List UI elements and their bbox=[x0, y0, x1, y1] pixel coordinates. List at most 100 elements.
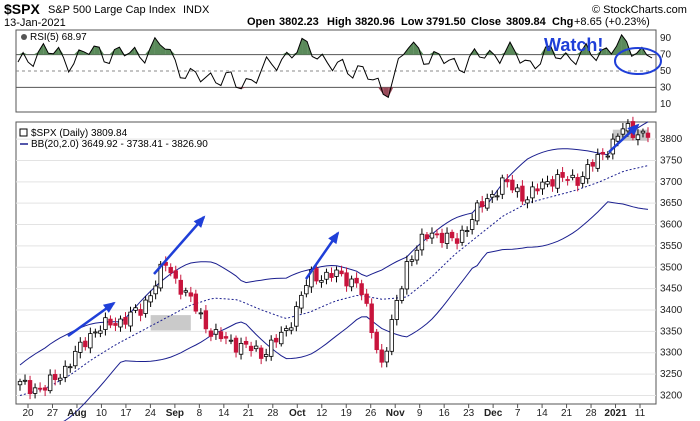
candle-body bbox=[98, 330, 103, 334]
candle-body bbox=[635, 134, 641, 140]
candle-body bbox=[268, 339, 274, 357]
candle-body bbox=[128, 311, 133, 327]
x-tick-label: 28 bbox=[267, 408, 279, 419]
candle-body bbox=[258, 347, 264, 359]
bb-lower-band bbox=[63, 201, 649, 421]
rsi-overbought-fill bbox=[33, 51, 39, 55]
x-tick-label: 19 bbox=[341, 408, 353, 419]
x-tick-label: 21 bbox=[561, 408, 573, 419]
candle-body bbox=[228, 339, 234, 342]
x-tick-label: Oct bbox=[289, 408, 306, 419]
trend-arrows bbox=[67, 123, 640, 338]
candle-body bbox=[193, 293, 199, 312]
x-tick-label: 8 bbox=[197, 408, 203, 419]
candle-body bbox=[530, 186, 535, 199]
x-tick-label: 14 bbox=[218, 408, 230, 419]
candle-body bbox=[595, 154, 600, 169]
x-tick-label: 27 bbox=[47, 408, 59, 419]
candle-body bbox=[600, 151, 605, 155]
candle-body bbox=[238, 343, 244, 355]
consolidation-boxes bbox=[150, 129, 648, 331]
candle-body bbox=[334, 269, 339, 277]
x-tick-label: 21 bbox=[243, 408, 255, 419]
candle-body bbox=[459, 229, 465, 243]
candle-body bbox=[399, 288, 405, 301]
consolidation-box bbox=[612, 129, 648, 141]
candle-body bbox=[620, 128, 626, 135]
rsi-overbought-fill bbox=[134, 47, 140, 55]
candle-body bbox=[78, 341, 83, 353]
candle-body bbox=[42, 387, 48, 391]
chart-date: 13-Jan-2021 bbox=[4, 17, 66, 29]
candle-body bbox=[469, 219, 475, 230]
rsi-overbought-fill bbox=[545, 45, 551, 55]
x-tick-label: 28 bbox=[585, 408, 597, 419]
candle-body bbox=[153, 285, 158, 295]
price-tick-label: 3650 bbox=[660, 198, 683, 209]
candle-body bbox=[324, 271, 329, 280]
candle-body bbox=[299, 294, 304, 309]
price-tick-label: 3400 bbox=[660, 305, 683, 316]
candle-body bbox=[22, 379, 28, 382]
rsi-oversold-fill bbox=[388, 87, 394, 98]
rsi-tick-label: 10 bbox=[660, 99, 672, 110]
candle-body bbox=[143, 299, 148, 314]
price-tick-label: 3200 bbox=[660, 390, 683, 401]
candle-body bbox=[444, 232, 450, 244]
rsi-overbought-fill bbox=[474, 48, 480, 55]
candle-body bbox=[359, 283, 364, 296]
trend-arrow bbox=[67, 301, 116, 338]
candle-body bbox=[379, 349, 384, 363]
x-tick-label: 24 bbox=[145, 408, 157, 419]
rsi-overbought-fill bbox=[165, 49, 171, 55]
candle-body bbox=[555, 174, 560, 189]
candle-body bbox=[253, 345, 259, 350]
candle-body bbox=[480, 201, 485, 208]
candle-body bbox=[304, 285, 309, 295]
rsi-overbought-fill bbox=[154, 37, 161, 55]
candle-body bbox=[505, 179, 510, 183]
price-legend: $SPX (Daily) 3809.84 bbox=[31, 128, 128, 139]
consolidation-box bbox=[150, 315, 191, 331]
candle-body bbox=[454, 238, 460, 244]
candle-body bbox=[118, 318, 123, 328]
candle-body bbox=[133, 307, 138, 311]
chart-exchange: INDX bbox=[183, 4, 210, 16]
x-axis: 20 27 Aug 10 17 24 Sep 8 14 21 28 Oct 12 19 26 Nov 9 16 23… bbox=[22, 404, 646, 419]
candle-body bbox=[429, 232, 435, 239]
candle-body bbox=[344, 272, 349, 287]
candle-body bbox=[203, 310, 209, 330]
candle-body bbox=[369, 303, 374, 333]
x-tick-label: Aug bbox=[67, 408, 86, 419]
candle-body bbox=[535, 188, 540, 192]
rsi-overbought-fill bbox=[160, 44, 166, 55]
candle-body bbox=[565, 179, 570, 181]
candle-body bbox=[57, 377, 63, 381]
candle-body bbox=[605, 155, 611, 158]
candle-body bbox=[409, 259, 415, 262]
rsi-line bbox=[17, 33, 653, 99]
candle-body bbox=[349, 278, 354, 288]
x-tick-label: 20 bbox=[22, 408, 34, 419]
rsi-overbought-fill bbox=[408, 42, 414, 55]
x-tick-label: Dec bbox=[484, 408, 503, 419]
chart-symbol: $SPX bbox=[4, 1, 40, 17]
rsi-tick-label: 30 bbox=[660, 82, 672, 93]
candle-body bbox=[515, 187, 520, 193]
rsi-tick-label: 70 bbox=[660, 50, 672, 61]
candle-body bbox=[243, 340, 249, 345]
watch-callout: Watch! bbox=[544, 35, 603, 55]
candle-body bbox=[47, 374, 53, 392]
candle-body bbox=[248, 345, 254, 352]
candle-body bbox=[198, 312, 204, 315]
candle-body bbox=[590, 162, 595, 167]
candle-body bbox=[73, 350, 78, 367]
open-label: Open bbox=[247, 16, 275, 28]
candle-body bbox=[615, 135, 621, 142]
x-tick-label: Sep bbox=[166, 408, 184, 419]
candle-body bbox=[339, 270, 344, 275]
x-tick-label: 12 bbox=[316, 408, 328, 419]
candle-body bbox=[319, 280, 324, 283]
candle-body bbox=[485, 198, 490, 209]
